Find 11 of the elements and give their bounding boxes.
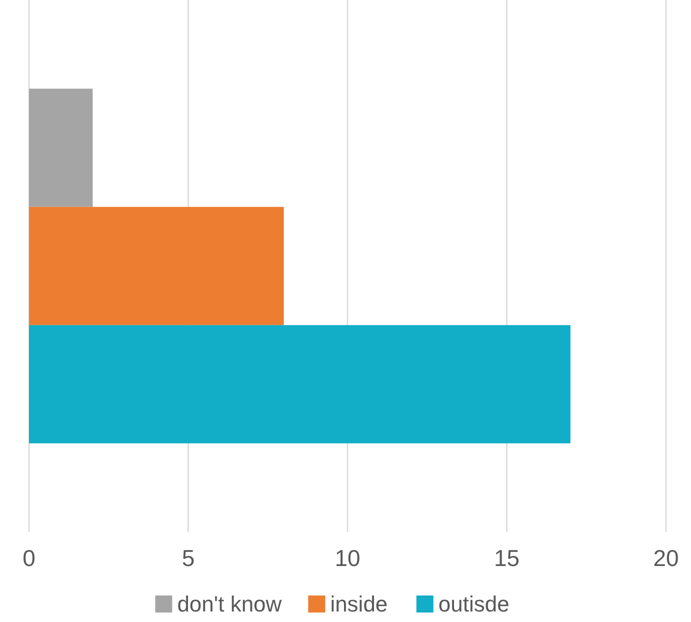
x-tick-label: 20 bbox=[653, 545, 679, 571]
bar bbox=[29, 206, 284, 326]
legend-label: outisde bbox=[438, 592, 510, 617]
bar bbox=[29, 88, 93, 207]
x-tick-label: 0 bbox=[22, 545, 36, 571]
legend-label: don't know bbox=[177, 592, 282, 617]
x-tick-label: 5 bbox=[182, 545, 195, 571]
x-tick-label: 10 bbox=[334, 545, 360, 571]
bar bbox=[29, 325, 570, 444]
x-tick-label: 15 bbox=[494, 545, 520, 571]
legend-label: inside bbox=[330, 592, 388, 617]
